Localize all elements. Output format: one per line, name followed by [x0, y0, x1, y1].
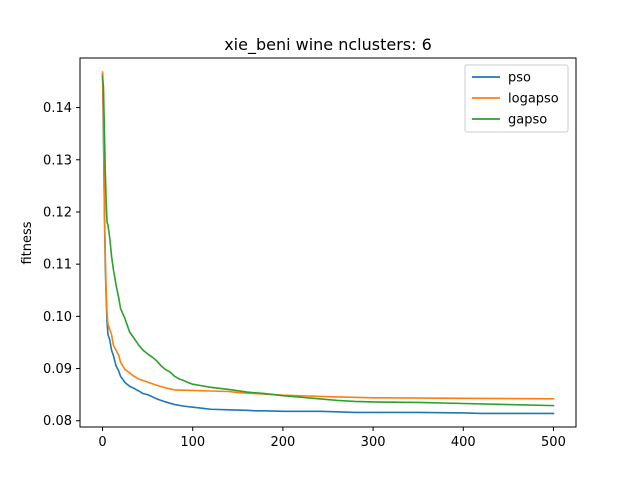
- y-axis: 0.08 0.09 0.10 0.11 0.12 0.13 0.14: [43, 101, 80, 429]
- legend-label-gapso: gapso: [508, 113, 547, 128]
- y-tick-label: 0.12: [43, 205, 72, 220]
- x-tick-label: 200: [270, 435, 295, 450]
- y-tick-label: 0.09: [43, 362, 72, 377]
- y-tick-label: 0.14: [43, 101, 72, 116]
- legend: pso logapso gapso: [464, 64, 569, 133]
- y-tick-label: 0.10: [43, 310, 72, 325]
- x-tick-label: 300: [361, 435, 386, 450]
- series-layer: [101, 71, 555, 415]
- series-line-logapso: [101, 71, 555, 400]
- y-tick-label: 0.11: [43, 258, 72, 273]
- y-axis-label: fitness: [20, 221, 35, 264]
- x-tick-label: 500: [541, 435, 566, 450]
- x-tick-label: 400: [451, 435, 476, 450]
- y-tick-label: 0.13: [43, 153, 72, 168]
- x-tick-label: 0: [98, 435, 106, 450]
- x-axis: 0 100 200 300 400 500: [98, 427, 566, 450]
- series-line-pso: [101, 72, 555, 415]
- x-tick-label: 100: [180, 435, 205, 450]
- series-line-gapso: [101, 75, 555, 407]
- legend-label-pso: pso: [508, 71, 531, 86]
- chart-title: xie_beni wine nclusters: 6: [224, 35, 432, 55]
- legend-label-logapso: logapso: [508, 92, 559, 107]
- legend-box: [464, 64, 569, 133]
- plot-frame: [79, 57, 577, 428]
- y-tick-label: 0.08: [43, 414, 72, 429]
